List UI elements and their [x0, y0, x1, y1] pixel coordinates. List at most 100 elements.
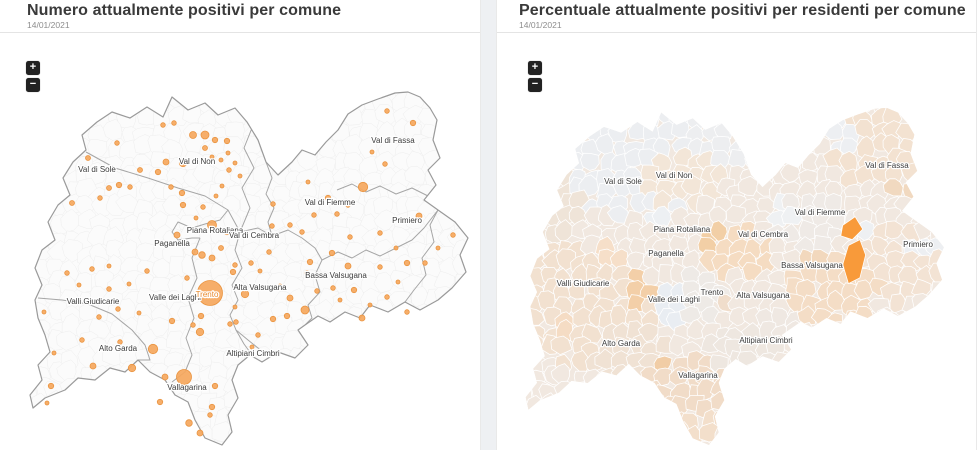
municipality-cell[interactable]	[570, 122, 590, 140]
municipality-cell[interactable]	[538, 136, 558, 158]
municipality-cell[interactable]	[639, 439, 658, 450]
municipality-cell[interactable]	[926, 106, 947, 126]
municipality-bubble[interactable]	[211, 382, 219, 390]
municipality-cell[interactable]	[782, 413, 804, 435]
municipality-bubble[interactable]	[225, 150, 231, 156]
municipality-cell[interactable]	[593, 107, 615, 127]
municipality-bubble[interactable]	[223, 228, 231, 236]
municipality-cell[interactable]	[852, 92, 875, 114]
municipality-cell[interactable]	[752, 220, 774, 241]
municipality-bubble[interactable]	[232, 304, 238, 310]
municipality-bubble[interactable]	[393, 245, 399, 251]
municipality-bubble[interactable]	[161, 373, 169, 381]
municipality-cell[interactable]	[842, 406, 865, 425]
municipality-bubble[interactable]	[232, 262, 238, 268]
municipality-cell[interactable]	[724, 423, 747, 444]
municipality-cell[interactable]	[656, 436, 675, 450]
municipality-cell[interactable]	[783, 111, 803, 133]
municipality-cell[interactable]	[899, 377, 922, 398]
municipality-cell[interactable]	[914, 124, 937, 146]
municipality-cell[interactable]	[525, 133, 546, 153]
municipality-cell[interactable]	[879, 365, 902, 386]
municipality-cell[interactable]	[513, 139, 531, 159]
municipality-cell[interactable]	[821, 392, 842, 414]
zoom-in-button[interactable]: +	[528, 61, 542, 75]
municipality-cell[interactable]	[765, 381, 788, 405]
municipality-bubble[interactable]	[117, 339, 123, 345]
municipality-bubble[interactable]	[197, 312, 205, 320]
municipality-cell[interactable]	[800, 126, 822, 147]
municipality-cell[interactable]	[579, 234, 602, 256]
municipality-cell[interactable]	[823, 443, 845, 450]
municipality-cell[interactable]	[552, 406, 574, 426]
municipality-bubble[interactable]	[223, 137, 231, 145]
municipality-cell[interactable]	[897, 368, 917, 390]
municipality-cell[interactable]	[794, 440, 815, 450]
municipality-cell[interactable]	[768, 425, 789, 445]
municipality-bubble[interactable]	[435, 245, 441, 251]
municipality-bubble[interactable]	[189, 131, 197, 139]
municipality-cell[interactable]	[597, 94, 616, 115]
municipality-cell[interactable]	[579, 152, 600, 171]
municipality-cell[interactable]	[882, 353, 903, 374]
municipality-cell[interactable]	[556, 440, 578, 450]
municipality-cell[interactable]	[607, 105, 630, 125]
municipality-bubble[interactable]	[168, 317, 176, 325]
municipality-bubble[interactable]	[171, 120, 177, 126]
municipality-cell[interactable]	[526, 164, 549, 186]
municipality-bubble[interactable]	[127, 184, 133, 190]
municipality-cell[interactable]	[808, 367, 830, 389]
municipality-bubble[interactable]	[345, 202, 351, 208]
municipality-bubble[interactable]	[249, 344, 255, 350]
municipality-cell[interactable]	[526, 108, 549, 129]
municipality-cell[interactable]	[925, 410, 945, 430]
municipality-cell[interactable]	[723, 377, 744, 398]
municipality-cell[interactable]	[510, 122, 529, 144]
municipality-bubble[interactable]	[409, 119, 417, 127]
municipality-cell[interactable]	[538, 425, 559, 444]
municipality-cell[interactable]	[571, 95, 592, 114]
municipality-cell[interactable]	[753, 409, 772, 430]
municipality-bubble[interactable]	[51, 350, 57, 356]
municipality-bubble[interactable]	[89, 362, 97, 370]
municipality-bubble[interactable]	[237, 173, 243, 179]
municipality-cell[interactable]	[668, 94, 687, 116]
municipality-bubble[interactable]	[179, 201, 187, 209]
municipality-cell[interactable]	[857, 352, 879, 374]
municipality-cell[interactable]	[526, 195, 546, 217]
municipality-bubble[interactable]	[304, 270, 310, 276]
municipality-cell[interactable]	[513, 212, 535, 234]
municipality-cell[interactable]	[581, 411, 602, 432]
municipality-bubble[interactable]	[156, 398, 164, 406]
municipality-cell[interactable]	[771, 441, 793, 450]
municipality-bubble[interactable]	[324, 194, 332, 202]
municipality-bubble[interactable]	[233, 319, 239, 325]
municipality-cell[interactable]	[842, 321, 863, 343]
municipality-cell[interactable]	[784, 441, 808, 450]
municipality-cell[interactable]	[526, 209, 547, 229]
municipality-cell[interactable]	[598, 420, 620, 442]
municipality-cell[interactable]	[507, 326, 530, 348]
municipality-cell[interactable]	[513, 168, 532, 189]
municipality-cell[interactable]	[512, 181, 532, 201]
municipality-bubble[interactable]	[173, 231, 181, 239]
municipality-cell[interactable]	[800, 339, 820, 361]
zoom-out-button[interactable]: −	[26, 78, 40, 92]
municipality-cell[interactable]	[913, 107, 933, 126]
municipality-cell[interactable]	[925, 381, 948, 402]
municipality-cell[interactable]	[614, 406, 637, 429]
municipality-bubble[interactable]	[232, 160, 238, 166]
municipality-cell[interactable]	[811, 112, 834, 131]
municipality-cell[interactable]	[539, 437, 560, 450]
municipality-cell[interactable]	[740, 322, 764, 342]
municipality-bubble[interactable]	[227, 321, 233, 327]
municipality-cell[interactable]	[930, 293, 948, 316]
municipality-cell[interactable]	[509, 260, 529, 284]
municipality-cell[interactable]	[923, 180, 946, 201]
municipality-cell[interactable]	[929, 152, 950, 174]
municipality-cell[interactable]	[571, 419, 590, 441]
municipality-cell[interactable]	[840, 349, 859, 369]
municipality-cell[interactable]	[566, 436, 586, 450]
municipality-cell[interactable]	[512, 367, 531, 389]
municipality-cell[interactable]	[538, 196, 560, 215]
